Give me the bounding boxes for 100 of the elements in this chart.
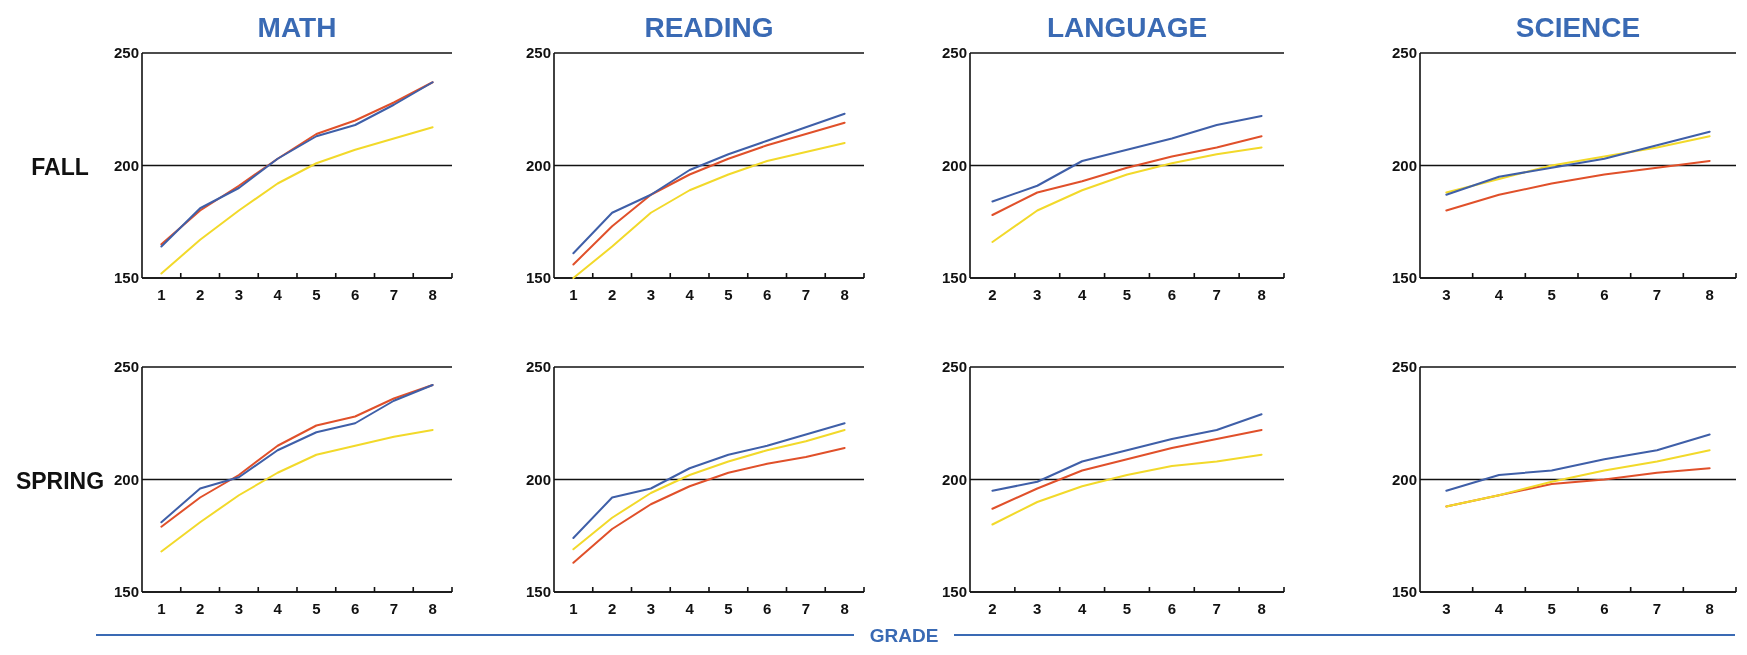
x-tick-label: 5 <box>724 600 733 617</box>
y-tick-label: 200 <box>941 470 967 488</box>
x-tick-label: 3 <box>1033 286 1042 303</box>
y-tick-label: 200 <box>525 156 551 174</box>
x-tick-label: 5 <box>724 286 733 303</box>
x-tick-label: 3 <box>1442 600 1451 617</box>
x-tick-label: 8 <box>1705 600 1714 617</box>
x-tick-label: 7 <box>1212 286 1221 303</box>
x-tick-label: 8 <box>840 600 849 617</box>
x-tick-label: 3 <box>1442 286 1451 303</box>
x-tick-label: 3 <box>1033 600 1042 617</box>
y-tick-label: 200 <box>113 156 139 174</box>
x-tick-label: 8 <box>1257 600 1266 617</box>
x-tick-label: 7 <box>389 286 399 303</box>
x-tick-label: 8 <box>1705 286 1714 303</box>
y-tick-label: 200 <box>1391 156 1417 174</box>
x-tick-label: 7 <box>1652 286 1662 303</box>
x-tick-label: 7 <box>389 600 399 617</box>
x-tick-label: 4 <box>1077 600 1087 617</box>
x-tick-label: 5 <box>1122 286 1132 303</box>
x-tick-label: 8 <box>1257 286 1266 303</box>
line-series <box>991 453 1263 526</box>
y-tick-label: 250 <box>941 358 967 375</box>
x-tick-label: 5 <box>312 286 321 303</box>
x-tick-label: 4 <box>273 600 283 617</box>
x-tick-label: 2 <box>607 286 617 303</box>
x-tick-label: 3 <box>234 286 244 303</box>
chart-title: MATH <box>257 12 337 43</box>
y-tick-label: 150 <box>113 269 139 286</box>
x-tick-label: 5 <box>1122 600 1132 617</box>
y-tick-label: 150 <box>1391 269 1417 286</box>
y-tick-label: 250 <box>525 358 551 375</box>
x-tick-label: 1 <box>569 286 578 303</box>
line-series <box>572 142 846 279</box>
line-series <box>1445 449 1711 508</box>
x-tick-label: 6 <box>1600 600 1609 617</box>
x-tick-label: 6 <box>1167 286 1177 303</box>
chart-title: LANGUAGE <box>1046 12 1208 43</box>
x-tick-label: 1 <box>157 600 166 617</box>
x-tick-label: 2 <box>195 600 205 617</box>
y-axis-title: SPRING <box>15 467 105 494</box>
x-tick-label: 4 <box>685 600 695 617</box>
x-axis-title: GRADE <box>869 625 939 646</box>
y-tick-label: 200 <box>941 156 967 174</box>
y-tick-label: 150 <box>941 583 967 600</box>
x-tick-label: 7 <box>1652 600 1662 617</box>
x-tick-label: 6 <box>1167 600 1177 617</box>
x-tick-label: 4 <box>1077 286 1087 303</box>
x-tick-label: 2 <box>607 600 617 617</box>
y-tick-label: 250 <box>113 44 139 61</box>
x-tick-label: 6 <box>1600 286 1609 303</box>
x-tick-label: 5 <box>312 600 321 617</box>
line-series <box>1445 433 1711 492</box>
x-tick-label: 5 <box>1547 286 1556 303</box>
line-series <box>160 429 434 553</box>
line-series <box>991 146 1263 243</box>
line-series <box>160 126 434 275</box>
y-tick-label: 250 <box>941 44 967 61</box>
x-tick-label: 1 <box>157 286 166 303</box>
x-tick-label: 7 <box>801 286 811 303</box>
x-tick-label: 8 <box>840 286 849 303</box>
y-axis-title: FALL <box>31 153 89 180</box>
chart-title: SCIENCE <box>1515 12 1641 43</box>
x-tick-label: 2 <box>195 286 205 303</box>
y-tick-label: 150 <box>525 269 551 286</box>
x-tick-label: 7 <box>801 600 811 617</box>
x-tick-label: 1 <box>569 600 578 617</box>
x-tick-label: 8 <box>428 600 437 617</box>
x-tick-label: 7 <box>1212 600 1221 617</box>
y-tick-label: 200 <box>1391 470 1417 488</box>
x-tick-label: 3 <box>646 600 656 617</box>
x-tick-label: 4 <box>273 286 283 303</box>
x-tick-label: 6 <box>762 286 772 303</box>
y-tick-label: 150 <box>1391 583 1417 600</box>
chart-title: READING <box>644 12 774 43</box>
y-tick-label: 250 <box>1391 358 1417 375</box>
y-tick-label: 150 <box>941 269 967 286</box>
line-series <box>991 429 1263 510</box>
x-tick-label: 4 <box>1494 600 1504 617</box>
x-tick-label: 5 <box>1547 600 1556 617</box>
x-tick-label: 3 <box>234 600 244 617</box>
y-tick-label: 250 <box>113 358 139 375</box>
y-tick-label: 250 <box>525 44 551 61</box>
line-series <box>1445 160 1711 212</box>
x-tick-label: 3 <box>646 286 656 303</box>
x-tick-label: 2 <box>988 286 997 303</box>
line-series <box>991 115 1263 203</box>
x-tick-label: 4 <box>685 286 695 303</box>
line-series <box>572 447 846 564</box>
y-tick-label: 150 <box>525 583 551 600</box>
x-tick-label: 6 <box>762 600 772 617</box>
x-tick-label: 6 <box>350 600 360 617</box>
x-tick-label: 8 <box>428 286 437 303</box>
line-series <box>991 135 1263 216</box>
x-tick-label: 4 <box>1494 286 1504 303</box>
y-tick-label: 150 <box>113 583 139 600</box>
x-tick-label: 2 <box>988 600 997 617</box>
y-tick-label: 250 <box>1391 44 1417 61</box>
x-tick-label: 6 <box>350 286 360 303</box>
y-tick-label: 200 <box>525 470 551 488</box>
